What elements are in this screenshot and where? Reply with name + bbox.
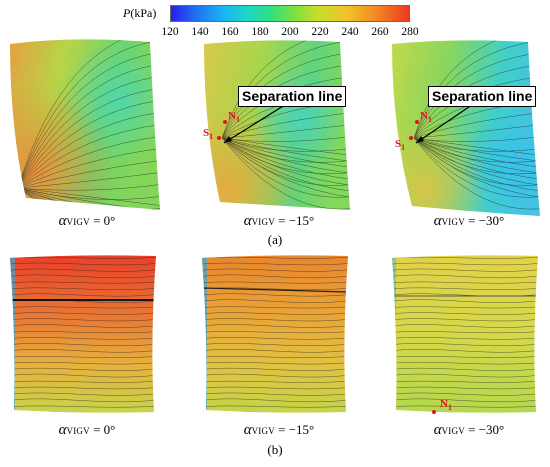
- node-label-b3: N1: [440, 398, 452, 413]
- panel-b-minus30deg: [386, 250, 546, 418]
- angle-label-a3: αVIGV = −30°: [433, 213, 505, 229]
- angle-label-b1: αVIGV = 0°: [58, 422, 116, 438]
- subfigure-label-b: (b): [267, 442, 283, 457]
- subfigure-label-a: (a): [267, 232, 283, 247]
- colorbar-tick-260: 260: [371, 26, 389, 38]
- panel-a-minus30deg: [386, 38, 546, 216]
- angle-label-a2: αVIGV = −15°: [243, 213, 315, 229]
- panel-a-0deg: [4, 38, 164, 216]
- panel-a-minus15deg: [196, 38, 356, 216]
- node-label-a3: N1: [420, 110, 432, 125]
- colorbar-tick-280: 280: [401, 26, 419, 38]
- colorbar-tick-200: 200: [281, 26, 299, 38]
- colorbar-tick-160: 160: [221, 26, 239, 38]
- saddle-label-a3: S1: [395, 138, 406, 153]
- colorbar-tick-240: 240: [341, 26, 359, 38]
- separation-line-label-a3: Separation line: [428, 86, 537, 107]
- colorbar-tick-220: 220: [311, 26, 329, 38]
- colorbar-title: P(kPa): [123, 6, 157, 20]
- angle-label-a1: αVIGV = 0°: [58, 213, 116, 229]
- angle-label-b3: αVIGV = −30°: [433, 422, 505, 438]
- panel-b-minus15deg: [196, 250, 356, 418]
- colorbar-tick-180: 180: [251, 26, 269, 38]
- angle-label-b2: αVIGV = −15°: [243, 422, 315, 438]
- saddle-label-a2: S1: [203, 127, 214, 142]
- separation-line-label-a2: Separation line: [238, 86, 347, 107]
- colorbar-tick-140: 140: [191, 26, 209, 38]
- colorbar-tick-120: 120: [161, 26, 179, 38]
- node-label-a2: N1: [228, 110, 240, 125]
- panel-b-0deg: [4, 250, 164, 418]
- colorbar: [170, 5, 410, 22]
